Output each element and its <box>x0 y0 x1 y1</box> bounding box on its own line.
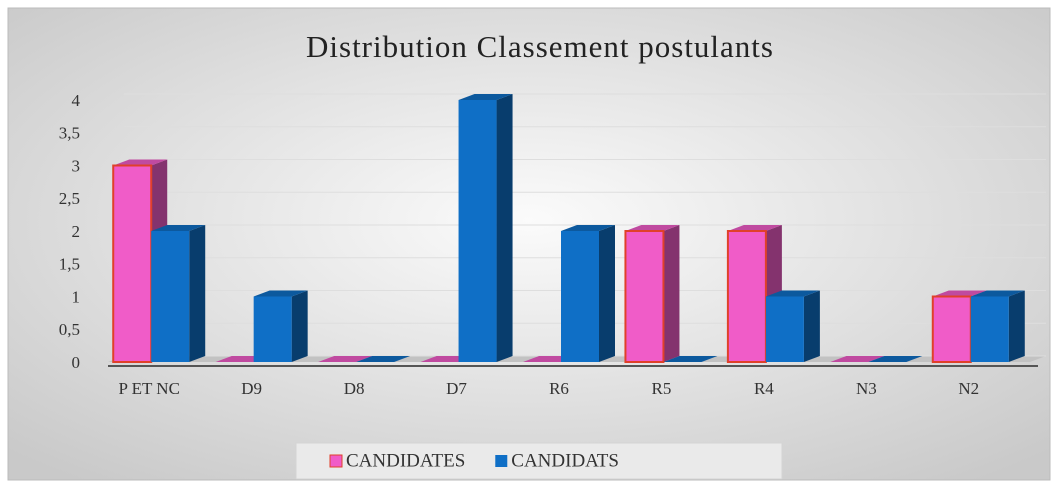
y-tick-label: 1,5 <box>59 255 80 274</box>
bar <box>624 230 665 363</box>
y-tick-label: 2 <box>72 222 81 241</box>
x-tick-label: R4 <box>754 379 774 398</box>
bar-side <box>1008 290 1025 362</box>
legend-swatch <box>495 455 508 467</box>
bar <box>970 296 1009 362</box>
bar-top <box>356 356 411 362</box>
bar-top <box>458 94 513 100</box>
bar-top <box>151 225 206 231</box>
x-tick-label: R5 <box>652 379 672 398</box>
bar-top <box>113 159 168 166</box>
x-tick-label: R6 <box>549 379 569 398</box>
y-tick-label: 3,5 <box>59 124 80 143</box>
bar-top <box>830 356 885 362</box>
bar <box>112 164 153 363</box>
y-tick-label: 2,5 <box>59 189 80 208</box>
x-tick-label: N2 <box>958 379 979 398</box>
bar-top <box>727 225 782 231</box>
bar <box>561 231 599 362</box>
bar-top <box>663 356 718 362</box>
bar <box>458 100 497 362</box>
legend-swatch <box>329 454 343 468</box>
bar-top <box>561 225 615 231</box>
legend-label: CANDIDATES <box>346 450 465 471</box>
bar-side <box>663 225 680 362</box>
bar-top <box>253 290 308 297</box>
x-tick-label: N3 <box>856 379 877 398</box>
legend-box <box>295 442 783 480</box>
bar <box>151 231 190 362</box>
bar-top <box>625 225 680 231</box>
bar-top <box>765 290 820 297</box>
x-tick-label: P ET NC <box>119 379 180 398</box>
bar-side <box>803 290 820 362</box>
y-tick-label: 0,5 <box>59 320 80 339</box>
x-tick-label: D7 <box>446 379 467 398</box>
bar-side <box>189 225 206 362</box>
bar-top <box>932 290 987 297</box>
legend-label: CANDIDATS <box>511 450 619 471</box>
bar <box>726 230 767 363</box>
bar <box>931 295 972 363</box>
bar-side <box>496 94 513 362</box>
y-tick-label: 1 <box>72 287 81 306</box>
bar-top <box>970 290 1025 297</box>
bar-side <box>291 290 308 362</box>
bar <box>253 296 292 362</box>
y-tick-label: 0 <box>72 353 81 372</box>
bar-side <box>599 225 615 362</box>
chart-title: Distribution Classement postulants <box>306 29 774 64</box>
y-tick-label: 4 <box>72 91 81 110</box>
y-tick-label: 3 <box>72 156 81 175</box>
bar <box>765 296 804 362</box>
x-tick-label: D9 <box>241 379 262 398</box>
bar-top <box>318 356 373 362</box>
x-tick-label: D8 <box>344 379 365 398</box>
bar-top <box>868 356 923 362</box>
